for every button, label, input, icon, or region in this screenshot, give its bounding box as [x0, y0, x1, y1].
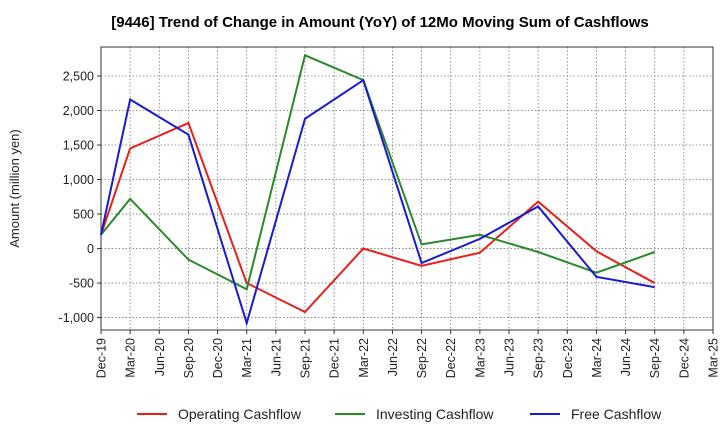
y-tick-label: 1,000 [63, 173, 94, 187]
x-tick-label: Mar-23 [473, 338, 487, 378]
x-tick-label: Jun-20 [153, 338, 167, 376]
legend-label-investing-cashflow: Investing Cashflow [376, 406, 494, 422]
x-tick-label: Dec-23 [561, 338, 575, 378]
legend: Operating Cashflow Investing Cashflow Free… [137, 406, 662, 422]
x-tick-label: Sep-21 [299, 338, 313, 378]
axes: -1,000 -500 0 500 1,000 1,500 2,000 2,500 Dec-19… [7, 46, 720, 378]
y-axis-label: Amount (million yen) [7, 129, 22, 248]
series-line-free-cashflow [100, 78, 655, 327]
legend-label-free-cashflow: Free Cashflow [571, 406, 662, 422]
x-tick-label: Mar-21 [240, 338, 254, 378]
x-tick-label: Jun-23 [503, 338, 517, 376]
y-tick-label: 0 [87, 242, 94, 256]
y-tick-label: -1,000 [59, 311, 94, 325]
x-tick-label: Sep-22 [415, 338, 429, 378]
legend-label-operating-cashflow: Operating Cashflow [178, 406, 302, 422]
x-tick-label: Dec-20 [211, 338, 225, 378]
plot-frame [100, 46, 714, 331]
grid-lines [100, 47, 714, 330]
x-tick-label: Mar-22 [357, 338, 371, 378]
x-tick-label: Dec-22 [444, 338, 458, 378]
x-tick-label: Dec-19 [95, 338, 109, 378]
y-tick-label: 1,500 [63, 139, 94, 153]
x-tick-label: Dec-24 [677, 338, 691, 378]
x-tick-label: Sep-24 [648, 338, 662, 378]
x-tick-label: Mar-24 [590, 338, 604, 378]
x-tick-label: Jun-24 [619, 338, 633, 376]
series-line-operating-cashflow [100, 121, 656, 314]
x-tick-label: Sep-20 [182, 338, 196, 378]
x-tick-label: Jun-22 [386, 338, 400, 376]
chart-title: [9446] Trend of Change in Amount (YoY) o… [111, 14, 649, 31]
x-tick-label: Mar-25 [707, 338, 720, 378]
series-lines [100, 53, 656, 327]
y-tick-label: 2,000 [63, 104, 94, 118]
y-tick-label: 2,500 [63, 69, 94, 83]
x-tick-label: Mar-20 [124, 338, 138, 378]
y-tick-label: 500 [73, 208, 94, 222]
x-tick-label: Dec-21 [328, 338, 342, 378]
x-tick-label: Jun-21 [269, 338, 283, 376]
y-tick-label: -500 [69, 277, 94, 291]
x-tick-label: Sep-23 [532, 338, 546, 378]
series-line-investing-cashflow [100, 53, 656, 291]
